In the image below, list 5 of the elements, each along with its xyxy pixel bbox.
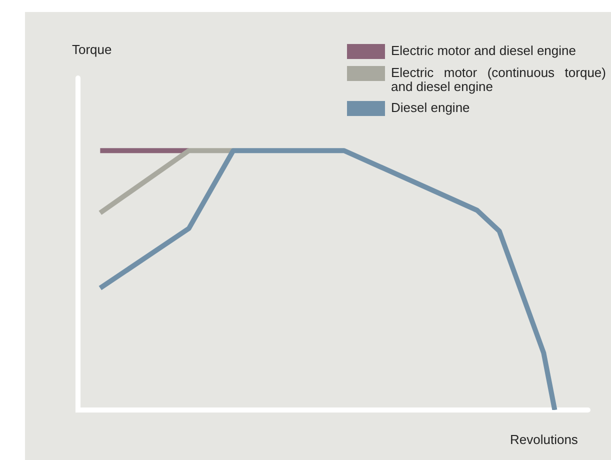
legend-label: Electric motor (continuous torque) and diesel engine (391, 65, 606, 94)
legend-label: Electric motor and diesel engine (391, 43, 577, 58)
x-axis-title: Revolutions (510, 432, 578, 447)
text: Torque (72, 42, 112, 57)
legend-label: Diesel engine (391, 100, 471, 115)
